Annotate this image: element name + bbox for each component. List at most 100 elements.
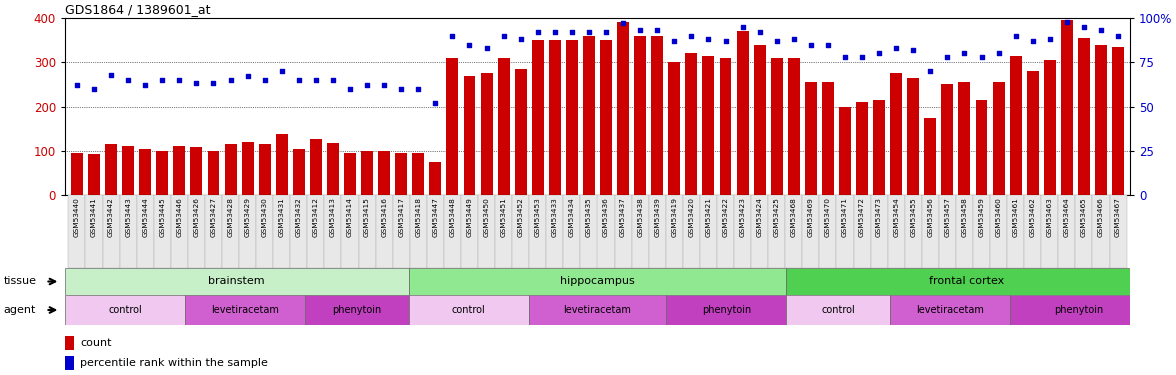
Text: GSM53412: GSM53412	[313, 197, 319, 237]
Text: frontal cortex: frontal cortex	[929, 276, 1004, 286]
Point	[648, 27, 667, 33]
Bar	[495, 195, 513, 268]
Text: GSM53453: GSM53453	[535, 197, 541, 237]
Bar	[958, 82, 970, 195]
Bar	[136, 195, 154, 268]
Point	[733, 24, 751, 30]
Text: GSM53415: GSM53415	[365, 197, 370, 237]
Bar	[408, 268, 787, 295]
Point	[460, 42, 479, 48]
Bar	[990, 195, 1007, 268]
Bar	[259, 144, 270, 195]
Point	[221, 77, 240, 83]
Bar	[942, 84, 954, 195]
Bar	[65, 268, 408, 295]
Bar	[359, 195, 375, 268]
Text: GSM53459: GSM53459	[978, 197, 984, 237]
Point	[273, 68, 292, 74]
Text: levetiracetam: levetiracetam	[916, 305, 983, 315]
Text: GSM53467: GSM53467	[1115, 197, 1121, 237]
Bar	[306, 295, 408, 325]
Point	[853, 54, 871, 60]
Point	[85, 86, 103, 92]
Bar	[375, 195, 393, 268]
Bar	[345, 153, 356, 195]
Text: control: control	[821, 305, 855, 315]
Point	[973, 54, 991, 60]
Bar	[976, 100, 988, 195]
Text: GSM53448: GSM53448	[449, 197, 455, 237]
Bar	[890, 74, 902, 195]
Point	[171, 77, 189, 83]
Point	[767, 38, 786, 44]
Text: GSM53417: GSM53417	[399, 197, 405, 237]
Bar	[907, 78, 920, 195]
Point	[750, 29, 769, 35]
Point	[375, 82, 394, 88]
Bar	[122, 146, 134, 195]
Text: brainstem: brainstem	[208, 276, 265, 286]
Text: GSM53450: GSM53450	[483, 197, 489, 237]
Bar	[938, 195, 956, 268]
Point	[341, 86, 360, 92]
Text: GSM53433: GSM53433	[552, 197, 557, 237]
Point	[580, 29, 599, 35]
Bar	[207, 151, 220, 195]
Bar	[904, 195, 922, 268]
Point	[443, 33, 462, 39]
Bar	[702, 56, 714, 195]
Bar	[361, 151, 373, 195]
Bar	[409, 195, 427, 268]
Bar	[720, 58, 731, 195]
Bar	[173, 146, 186, 195]
Bar	[1093, 195, 1109, 268]
Text: GSM53438: GSM53438	[637, 197, 643, 237]
Bar	[532, 40, 543, 195]
Bar	[188, 195, 205, 268]
Bar	[222, 195, 239, 268]
Bar	[325, 195, 341, 268]
Bar	[393, 195, 409, 268]
Text: GSM53442: GSM53442	[108, 197, 114, 237]
Text: GSM53425: GSM53425	[774, 197, 780, 237]
Bar	[171, 195, 188, 268]
Bar	[754, 45, 766, 195]
Bar	[856, 102, 868, 195]
Point	[255, 77, 274, 83]
Bar	[632, 195, 649, 268]
Text: GSM53429: GSM53429	[245, 197, 250, 237]
Bar	[786, 195, 802, 268]
Text: GSM53431: GSM53431	[279, 197, 285, 237]
Bar	[225, 144, 236, 195]
Text: GSM53462: GSM53462	[1030, 197, 1036, 237]
Text: GSM53418: GSM53418	[415, 197, 421, 237]
Bar	[820, 195, 836, 268]
Text: GDS1864 / 1389601_at: GDS1864 / 1389601_at	[65, 3, 211, 16]
Bar	[447, 58, 459, 195]
Point	[477, 45, 496, 51]
Point	[307, 77, 326, 83]
Text: GSM53424: GSM53424	[756, 197, 763, 237]
Text: GSM53469: GSM53469	[808, 197, 814, 237]
Bar	[1041, 195, 1058, 268]
Bar	[581, 195, 597, 268]
Text: GSM53470: GSM53470	[824, 197, 831, 237]
Point	[630, 27, 649, 33]
Text: GSM53439: GSM53439	[654, 197, 660, 237]
Bar	[822, 82, 834, 195]
Point	[187, 81, 206, 87]
Bar	[205, 195, 222, 268]
Text: GSM53420: GSM53420	[688, 197, 694, 237]
Point	[904, 47, 923, 53]
Bar	[71, 153, 83, 195]
Point	[784, 36, 803, 42]
Bar	[341, 195, 359, 268]
Point	[818, 42, 837, 48]
Bar	[873, 100, 886, 195]
Point	[1057, 18, 1076, 24]
Text: GSM53456: GSM53456	[928, 197, 934, 237]
Text: percentile rank within the sample: percentile rank within the sample	[80, 357, 268, 368]
Bar	[634, 36, 646, 195]
Bar	[395, 153, 407, 195]
Bar	[838, 106, 851, 195]
